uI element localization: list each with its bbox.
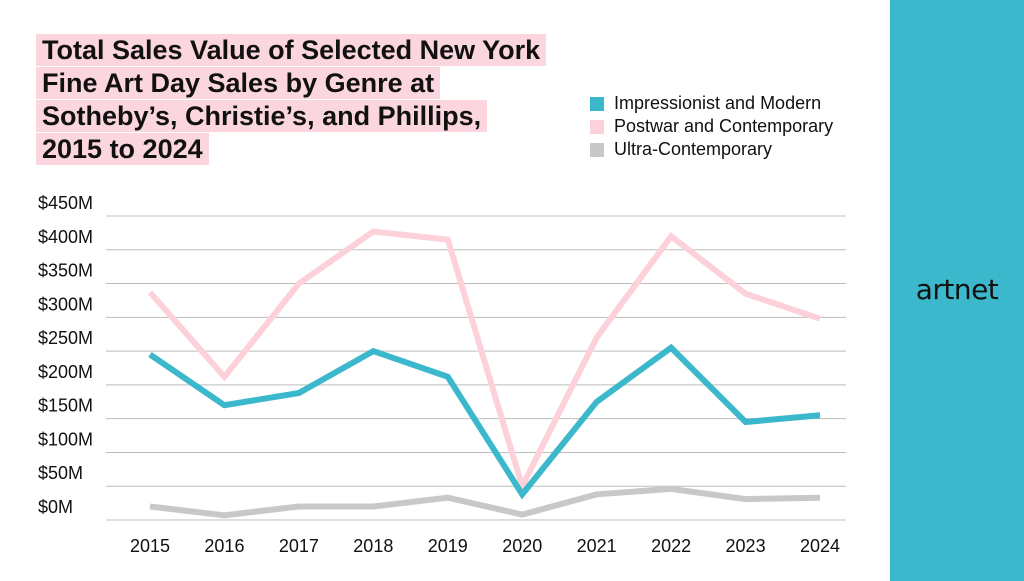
y-tick-label: $450M	[38, 193, 93, 213]
y-tick-label: $400M	[38, 227, 93, 247]
legend-label: Ultra-Contemporary	[614, 139, 773, 159]
x-tick-label: 2022	[651, 536, 691, 556]
legend-item: Ultra-Contemporary	[590, 138, 833, 161]
x-tick-label: 2017	[279, 536, 319, 556]
y-tick-label: $50M	[38, 463, 83, 483]
brand-side-panel: artnet	[890, 0, 1024, 581]
series-line-postwar-and-contemporary	[147, 228, 821, 495]
y-tick-label: $150M	[38, 396, 93, 416]
y-tick-label: $200M	[38, 362, 93, 382]
brand-logo: artnet	[915, 273, 999, 306]
y-tick-label: $350M	[38, 261, 93, 281]
chart-title-line: Sotheby’s, Christie’s, and Phillips,	[36, 100, 488, 132]
x-tick-label: 2024	[800, 536, 840, 556]
y-tick-label: $250M	[38, 328, 93, 348]
y-tick-label: $0M	[38, 497, 73, 517]
series-line-impressionist-and-modern	[148, 343, 821, 500]
legend-swatch	[590, 142, 604, 157]
x-tick-label: 2023	[726, 536, 766, 556]
chart-title-line: 2015 to 2024	[36, 133, 209, 165]
series-line-ultra-contemporary	[149, 485, 821, 519]
y-tick-label: $300M	[38, 294, 93, 314]
legend-swatch	[590, 96, 604, 111]
chart-title-line: Fine Art Day Sales by Genre at	[36, 67, 441, 99]
legend: Impressionist and Modern Postwar and Cont…	[590, 92, 833, 161]
x-tick-label: 2021	[577, 536, 617, 556]
legend-item: Impressionist and Modern	[590, 92, 833, 115]
legend-item: Postwar and Contemporary	[590, 115, 833, 138]
line-chart: $0M $50M $100M $150M $200M $250M $300M $350M $40…	[38, 193, 846, 556]
x-tick-label: 2018	[353, 536, 393, 556]
legend-swatch	[590, 119, 604, 134]
x-tick-label: 2016	[204, 536, 244, 556]
y-tick-label: $100M	[38, 429, 93, 449]
chart-title-line: Total Sales Value of Selected New York	[36, 34, 547, 66]
legend-label: Impressionist and Modern	[614, 93, 822, 113]
legend-label: Postwar and Contemporary	[614, 116, 834, 136]
x-tick-label: 2015	[130, 536, 170, 556]
x-tick-label: 2020	[502, 536, 542, 556]
chart-title: Total Sales Value of Selected New York Fi…	[36, 34, 596, 166]
x-tick-label: 2019	[428, 536, 468, 556]
